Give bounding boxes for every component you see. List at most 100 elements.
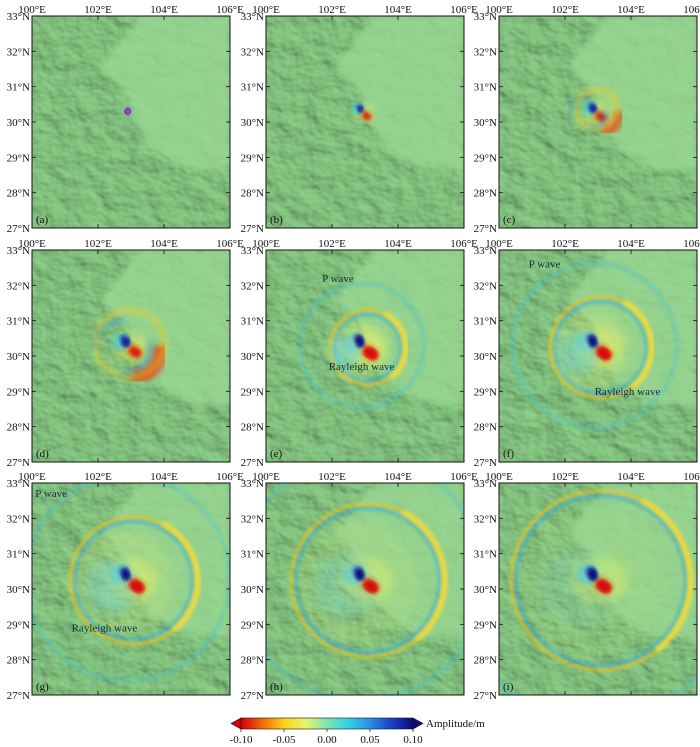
lon-tick-label: 106°E [216, 238, 244, 250]
lon-tick-label: 104°E [384, 471, 412, 483]
lon-tick-label: 104°E [384, 238, 412, 250]
lat-tick-label: 29°N [474, 152, 497, 164]
wave-label: Rayleigh wave [329, 361, 395, 373]
sichuan-basin [101, 16, 230, 172]
panel-label: (i) [503, 681, 514, 693]
lat-tick-label: 30°N [7, 117, 30, 129]
map-panel: 100°E 102°E 104°E 106°E 33°N 32°N 31°N 30°N 29°N… [241, 4, 478, 235]
colorbar-tick-label: -0.10 [230, 734, 253, 746]
lon-tick-label: 106°E [683, 4, 700, 16]
lat-tick-label: 28°N [241, 655, 264, 667]
lat-tick-label: 31°N [7, 316, 30, 328]
sichuan-basin [568, 250, 697, 406]
lat-tick-label: 32°N [241, 280, 264, 292]
wave-label: Rayleigh wave [595, 386, 661, 398]
lon-tick-label: 104°E [617, 471, 645, 483]
lat-tick-label: 27°N [241, 457, 264, 469]
lon-tick-label: 106°E [683, 471, 700, 483]
lat-tick-label: 28°N [241, 422, 264, 434]
lat-tick-label: 27°N [241, 690, 264, 702]
lat-tick-label: 27°N [7, 457, 30, 469]
lat-tick-label: 30°N [241, 584, 264, 596]
panel-label: (b) [270, 214, 283, 226]
lat-tick-label: 33°N [474, 245, 497, 257]
lat-tick-label: 27°N [474, 690, 497, 702]
lon-tick-label: 100°E [18, 238, 46, 250]
lon-tick-label: 106°E [450, 4, 478, 16]
colorbar-tick-label: -0.05 [273, 734, 296, 746]
map-panel: 100°E 102°E 104°E 106°E 33°N 32°N 31°N 30°N 29°N… [474, 4, 700, 235]
lat-tick-label: 27°N [7, 223, 30, 235]
lon-tick-label: 106°E [216, 471, 244, 483]
lat-tick-label: 32°N [241, 513, 264, 525]
rayleigh-wave-inner [514, 494, 688, 667]
lat-tick-label: 31°N [7, 82, 30, 94]
lat-tick-label: 32°N [7, 280, 30, 292]
panel-label: (h) [270, 681, 283, 693]
lat-tick-label: 27°N [474, 457, 497, 469]
lat-tick-label: 32°N [7, 46, 30, 58]
lat-tick-label: 33°N [241, 245, 264, 257]
lon-tick-label: 106°E [450, 471, 478, 483]
lon-tick-label: 106°E [216, 4, 244, 16]
sichuan-basin [568, 16, 697, 172]
lon-tick-label: 100°E [485, 238, 513, 250]
map-panel: 100°E 102°E 104°E 106°E 33°N 32°N 31°N 30°N 29°N… [7, 238, 244, 469]
lat-tick-label: 31°N [474, 316, 497, 328]
map-panel: 100°E 102°E 104°E 106°E 33°N 32°N 31°N 30°N 29°N… [474, 238, 700, 469]
lon-tick-label: 102°E [551, 238, 579, 250]
lat-tick-label: 30°N [241, 117, 264, 129]
lat-tick-label: 29°N [7, 152, 30, 164]
sichuan-basin [101, 250, 230, 406]
lat-tick-label: 29°N [7, 386, 30, 398]
colorbar-tick-label: 0.00 [317, 734, 337, 746]
lat-tick-label: 28°N [7, 422, 30, 434]
lon-tick-label: 104°E [150, 4, 178, 16]
map-panel: 100°E 102°E 104°E 106°E 33°N 32°N 31°N 30°N 29°N… [474, 471, 700, 702]
colorbar-tick-label: 0.10 [403, 734, 423, 746]
lon-tick-label: 104°E [617, 238, 645, 250]
lat-tick-label: 30°N [7, 584, 30, 596]
lon-tick-label: 100°E [252, 4, 280, 16]
lat-tick-label: 28°N [474, 655, 497, 667]
lat-tick-label: 29°N [241, 152, 264, 164]
lat-tick-label: 29°N [7, 619, 30, 631]
colorbar-max-arrow [412, 717, 424, 730]
lat-tick-label: 31°N [474, 82, 497, 94]
lat-tick-label: 30°N [474, 117, 497, 129]
lat-tick-label: 32°N [474, 513, 497, 525]
panel-label: (a) [36, 214, 49, 226]
map-panel: 100°E 102°E 104°E 106°E 33°N 32°N 31°N 30°N 29°N… [7, 4, 244, 235]
lat-tick-label: 33°N [7, 478, 30, 490]
lon-tick-label: 104°E [617, 4, 645, 16]
map-panel: 100°E 102°E 104°E 106°E 33°N 32°N 31°N 30°N 29°N… [7, 471, 244, 702]
lon-tick-label: 102°E [318, 238, 346, 250]
colorbar-title: Amplitude/m [426, 718, 485, 730]
lat-tick-label: 31°N [474, 549, 497, 561]
lon-tick-label: 100°E [485, 4, 513, 16]
lon-tick-label: 100°E [18, 4, 46, 16]
lat-tick-label: 28°N [474, 188, 497, 200]
map-panel: 100°E 102°E 104°E 106°E 33°N 32°N 31°N 30°N 29°N… [241, 471, 478, 702]
lat-tick-label: 32°N [474, 280, 497, 292]
lat-tick-label: 27°N [241, 223, 264, 235]
panel-label: (f) [503, 448, 514, 460]
lat-tick-label: 29°N [474, 386, 497, 398]
lat-tick-label: 29°N [241, 386, 264, 398]
lon-tick-label: 102°E [318, 4, 346, 16]
lat-tick-label: 33°N [7, 11, 30, 23]
lat-tick-label: 33°N [7, 245, 30, 257]
p-wave-ring [510, 261, 679, 430]
lon-tick-label: 102°E [551, 4, 579, 16]
panel-label: (e) [270, 448, 283, 460]
lat-tick-label: 29°N [474, 619, 497, 631]
p-wave-ring [297, 281, 426, 410]
wave-label: Rayleigh wave [72, 622, 138, 634]
colorbar-min-arrow [230, 717, 242, 730]
lon-tick-label: 102°E [318, 471, 346, 483]
lat-tick-label: 31°N [241, 82, 264, 94]
epicenter-marker [124, 108, 132, 115]
lon-tick-label: 100°E [485, 471, 513, 483]
map-panel: 100°E 102°E 104°E 106°E 33°N 32°N 31°N 30°N 29°N… [241, 238, 478, 469]
